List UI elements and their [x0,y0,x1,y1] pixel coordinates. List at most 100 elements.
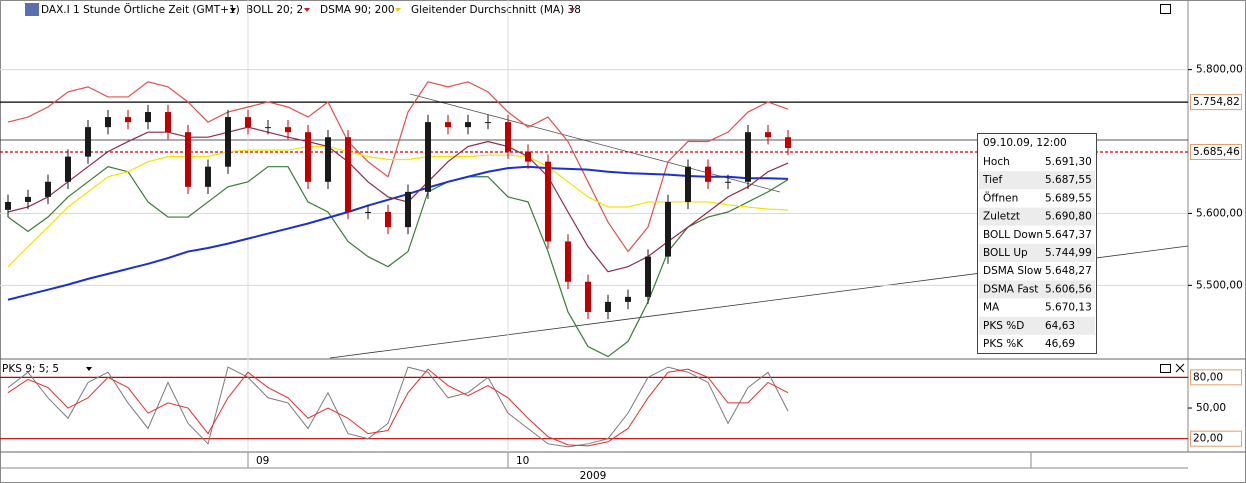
level-label-box [1190,430,1242,447]
candle-body [685,166,691,202]
candle-body [205,166,211,187]
tooltip-value: 5.648,27 [1045,265,1092,277]
candle-body [745,132,751,182]
tooltip-row-bg [979,280,1095,299]
y-tick-label: 5.600,00 [1196,207,1243,219]
candle-body [5,201,11,210]
tooltip-row-bg [979,244,1095,262]
tooltip-row-bg [979,316,1095,335]
level-label: 80,00 [1193,371,1223,383]
y-tick-label: 50,00 [1196,402,1226,414]
tooltip-label: Öffnen [983,191,1018,204]
candle-body [85,127,91,157]
candle-body [365,212,371,214]
tooltip-value: 5.647,37 [1045,229,1092,241]
x-tick-label: 10 [516,455,529,467]
tooltip-label: PKS %D [983,320,1024,332]
candle-body [125,117,131,123]
candle-body [505,122,511,152]
tooltip-label: MA [983,302,1000,314]
tooltip-value: 5.690,80 [1045,211,1092,223]
oscillator-title: PKS 9; 5; 5 [2,363,59,375]
tooltip-label: BOLL Up [983,247,1028,259]
candle-body [785,137,791,148]
candle-body [605,301,611,312]
tooltip-value: 5.689,55 [1045,192,1092,204]
candle-body [105,117,111,128]
candle-body [445,122,451,128]
level-label: 5.754,82 [1193,96,1240,108]
candle-body [565,241,571,282]
tooltip-label: DSMA Fast [983,283,1038,295]
maximize-button[interactable] [1160,4,1171,14]
candle-body [45,181,51,197]
maximize-button[interactable] [1160,364,1171,373]
level-label-box [1190,143,1242,160]
indicator-line [7,368,789,447]
candle-body [145,112,151,123]
candle-body [165,112,171,133]
dropdown-arrow[interactable] [395,8,401,12]
candle-body [25,196,31,202]
candle-body [585,281,591,312]
candle-body [265,127,271,129]
close-button[interactable] [1175,363,1185,373]
tooltip-label: Hoch [983,156,1010,168]
level-label: 5.685,46 [1193,146,1240,158]
candle-body [545,161,551,242]
legend-entry[interactable]: BOLL 20; 2 [246,4,303,16]
legend-entry[interactable]: Gleitender Durchschnitt (MA) 38 [411,4,581,16]
candle-body [525,151,531,162]
candle-body [225,117,231,167]
level-label: 20,00 [1193,433,1223,445]
year-label: 2009 [580,470,607,482]
tooltip-value: 5.744,99 [1045,247,1092,259]
indicator-line [7,165,789,301]
indicator-line [7,145,789,268]
tooltip: 09.10.09, 12:00 Hoch 5.691,30 Tief 5.687,55 Ö… [977,133,1097,354]
candle-body [65,156,71,182]
tooltip-value: 5.670,13 [1045,302,1092,314]
candle-body [405,191,411,228]
trend-line [409,93,781,193]
chart-title: DAX.I 1 Stunde Örtliche Zeit (GMT+1) [41,3,240,16]
tooltip-value: 5.691,30 [1045,156,1092,168]
x-tick-label: 09 [256,455,269,467]
tooltip-label: Zuletzt [983,211,1020,223]
logo [25,3,39,16]
candle-body [325,137,331,182]
y-tick-label: 5.800,00 [1196,64,1243,76]
candle-body [185,132,191,187]
tooltip-label: Tief [982,174,1002,186]
candle-body [465,122,471,128]
candle-body [385,212,391,228]
candle-body [765,132,771,138]
tooltip-row-bg [979,171,1095,190]
candle-body [305,132,311,182]
tooltip-value: 5.606,56 [1045,283,1092,295]
tooltip-value: 64,63 [1045,320,1075,332]
candle-body [725,181,731,183]
tooltip-value: 5.687,55 [1045,174,1092,186]
tooltip-title: 09.10.09, 12:00 [983,137,1067,149]
candle-body [705,166,711,182]
candle-body [645,256,651,297]
tooltip-label: PKS %K [983,338,1024,350]
candle-body [485,122,491,124]
candle-body [665,201,671,257]
tooltip-label: BOLL Down [983,229,1043,241]
legend-entry[interactable]: DSMA 90; 200 [320,4,395,16]
candle-body [245,117,251,128]
tooltip-value: 46,69 [1045,338,1075,350]
dropdown-arrow[interactable] [304,8,310,12]
candle-body [625,296,631,302]
indicator-line [7,366,789,448]
dropdown-arrow[interactable] [569,8,575,12]
tooltip-row-bg [979,207,1095,226]
dropdown-arrow[interactable] [86,367,92,371]
y-tick-label: 5.500,00 [1196,279,1243,291]
indicator-line [7,166,789,358]
dropdown-arrow[interactable] [230,8,236,12]
level-label-box [1190,369,1242,386]
